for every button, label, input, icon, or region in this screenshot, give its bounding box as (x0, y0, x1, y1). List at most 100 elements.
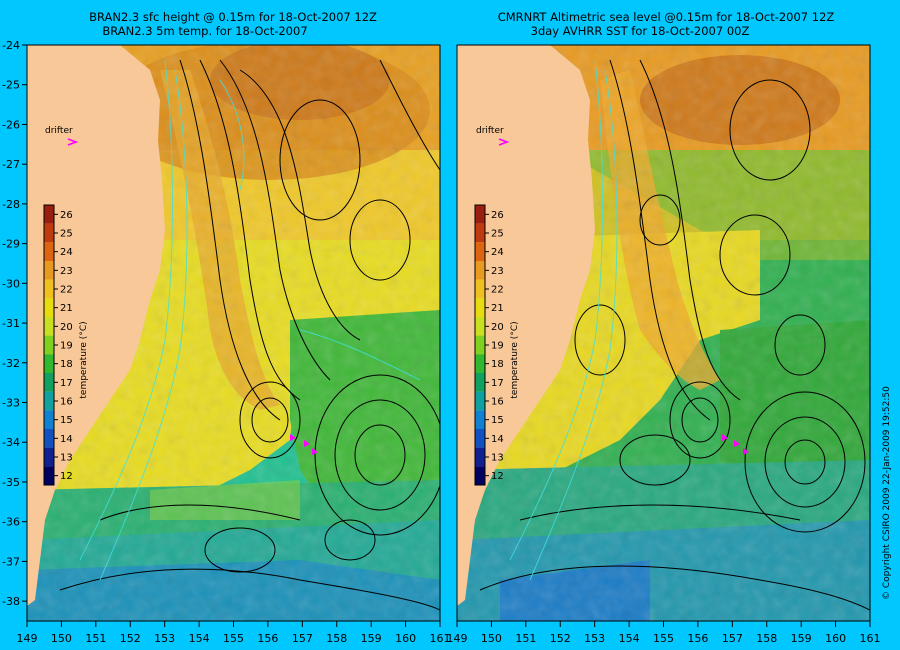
lon-tick-label: 150 (51, 632, 72, 645)
left-colorbar: 26 25 24 23 22 21 20 19 18 17 16 15 14 13 12 temperatur… (43, 204, 89, 486)
colorbar-value: 13 (491, 453, 504, 464)
lon-tick-label: 158 (756, 632, 777, 645)
lon-tick-label: 151 (85, 632, 106, 645)
lat-tick-label: -34 (2, 436, 20, 449)
colorbar-value: 16 (60, 397, 73, 408)
lon-tick-label: 158 (326, 632, 347, 645)
colorbar-value: 21 (60, 303, 73, 314)
colorbar-swatch (475, 466, 485, 485)
lat-tick-label: -35 (2, 476, 20, 489)
colorbar-value: 17 (491, 378, 504, 389)
left-land-australia (27, 45, 165, 606)
colorbar-label: temperature (°C) (79, 321, 89, 398)
colorbar-swatch (44, 335, 54, 355)
right-drifter-label: drifter (476, 126, 504, 136)
colorbar-swatch (44, 317, 54, 336)
colorbar-value: 22 (60, 285, 73, 296)
colorbar-value: 23 (60, 266, 73, 277)
lon-tick-label: 160 (825, 632, 846, 645)
colorbar-swatch (44, 242, 54, 261)
colorbar-value: 16 (491, 397, 504, 408)
colorbar-value: 26 (60, 210, 73, 221)
colorbar-value: 25 (491, 229, 504, 240)
right-bathy-contours (509, 59, 618, 581)
colorbar-value: 23 (491, 266, 504, 277)
lat-tick-label: -29 (2, 238, 20, 251)
lon-tick-label: 159 (791, 632, 812, 645)
lon-tick-label: 156 (687, 632, 708, 645)
colorbar-swatch (44, 410, 54, 429)
colorbar-swatch (475, 261, 485, 280)
lon-tick-label: 154 (189, 632, 210, 645)
left-title-line1: BRAN2.3 sfc height @ 0.15m for 18-Oct-20… (89, 10, 377, 24)
lat-tick-label: -27 (2, 158, 20, 171)
colorbar-value: 22 (491, 285, 504, 296)
colorbar-value: 19 (491, 341, 504, 352)
colorbar-value: 14 (60, 434, 73, 445)
colorbar-swatch (475, 391, 485, 411)
colorbar-value: 20 (491, 322, 504, 333)
colorbar-swatch (475, 373, 485, 392)
lon-tick-label: 152 (120, 632, 141, 645)
colorbar-value: 12 (60, 471, 73, 482)
colorbar-value: 21 (491, 303, 504, 314)
colorbar-swatch (44, 447, 54, 467)
left-title-line2: BRAN2.3 5m temp. for 18-Oct-2007 (102, 24, 307, 38)
colorbar-swatch (475, 410, 485, 429)
colorbar-swatch (475, 335, 485, 355)
colorbar-value: 18 (60, 359, 73, 370)
colorbar-swatch (44, 279, 54, 299)
left-bathy-contours (79, 59, 421, 581)
colorbar-swatch (44, 466, 54, 485)
colorbar-swatch (475, 279, 485, 299)
longitude-axis: 149 150 151 152 153 154 155 156 157 158 159 160 1611… (17, 621, 881, 645)
lon-tick-label: 161 (860, 632, 881, 645)
lon-tick-label: 156 (257, 632, 278, 645)
lat-tick-label: -38 (2, 595, 20, 608)
colorbar-swatch (44, 391, 54, 411)
colorbar-swatch (475, 447, 485, 467)
colorbar-value: 15 (60, 415, 73, 426)
lon-tick-label: 159 (361, 632, 382, 645)
lat-tick-label: -28 (2, 198, 20, 211)
lon-tick-label: 154 (619, 632, 640, 645)
right-sst-field (457, 45, 870, 621)
colorbar-swatch (44, 223, 54, 243)
right-colorbar: 26 25 24 23 22 21 20 19 18 17 16 15 14 13 12 temperatur… (474, 204, 520, 486)
lon-tick-label: 157 (722, 632, 743, 645)
lon-tick-label: 155 (653, 632, 674, 645)
colorbar-value: 24 (60, 247, 73, 258)
colorbar-swatch (475, 242, 485, 261)
colorbar-label: temperature (°C) (510, 321, 520, 398)
colorbar-value: 13 (60, 453, 73, 464)
colorbar-value: 12 (491, 471, 504, 482)
colorbar-value: 18 (491, 359, 504, 370)
colorbar-swatch (44, 261, 54, 280)
colorbar-swatch (44, 373, 54, 392)
colorbar-swatch (475, 223, 485, 243)
colorbar-swatch (44, 298, 54, 317)
right-title-line1: CMRNRT Altimetric sea level @0.15m for 1… (498, 10, 835, 24)
lon-tick-label: 153 (584, 632, 605, 645)
colorbar-swatch (44, 205, 54, 224)
colorbar-swatch (475, 298, 485, 317)
left-lat-axis: -24 -25 -26 -27 -28 -29 -30 -31 -32 -33 -34 -35 -36 -… (2, 39, 27, 608)
right-ssh-contours (479, 59, 870, 611)
colorbar-swatch (475, 354, 485, 373)
lon-tick-label: 155 (223, 632, 244, 645)
lat-tick-label: -36 (2, 516, 20, 529)
lat-tick-label: -37 (2, 555, 20, 568)
lat-tick-label: -30 (2, 277, 20, 290)
left-ssh-contours (59, 59, 440, 611)
colorbar-value: 19 (60, 341, 73, 352)
lat-tick-label: -24 (2, 39, 20, 52)
colorbar-frame (43, 204, 55, 486)
copyright-text: © Copyright CSIRO 2009 22-Jan-2009 19:52… (882, 386, 892, 600)
lon-tick-label: 150 (481, 632, 502, 645)
colorbar-swatch (475, 205, 485, 224)
lat-tick-label: -33 (2, 397, 20, 410)
lon-tick-label: 153 (154, 632, 175, 645)
lon-tick-label: 151 (515, 632, 536, 645)
